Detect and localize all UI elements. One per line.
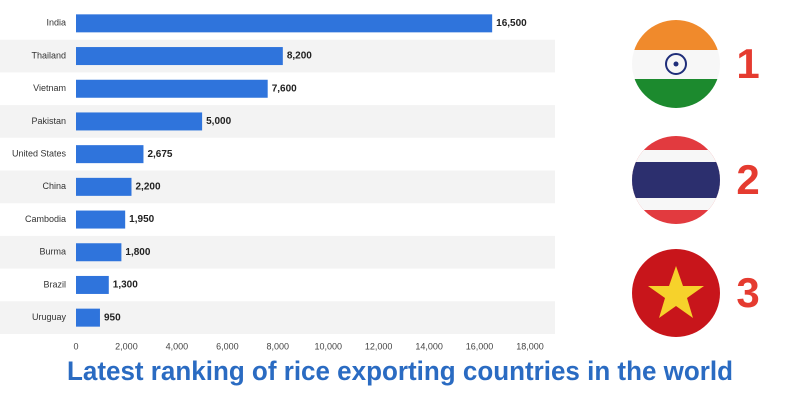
bar bbox=[76, 14, 493, 33]
x-tick-label: 14,000 bbox=[415, 341, 443, 351]
bar bbox=[76, 243, 122, 262]
value-label: 1,800 bbox=[125, 247, 150, 258]
value-label: 8,200 bbox=[287, 51, 312, 62]
y-tick-label: Burma bbox=[39, 247, 66, 257]
bar bbox=[76, 308, 100, 327]
bar bbox=[76, 210, 126, 229]
bar bbox=[76, 79, 268, 98]
y-tick-label: Cambodia bbox=[25, 214, 66, 224]
chart-title: Latest ranking of rice exporting countri… bbox=[67, 356, 733, 386]
flag-india bbox=[632, 20, 720, 108]
bar bbox=[76, 47, 283, 66]
y-tick-label: Vietnam bbox=[33, 83, 66, 93]
y-tick-label: China bbox=[42, 181, 66, 191]
flag-thailand bbox=[632, 136, 720, 224]
flag-vietnam bbox=[632, 249, 720, 337]
y-tick-label: United States bbox=[12, 149, 67, 159]
y-tick-label: Pakistan bbox=[31, 116, 66, 126]
x-tick-label: 4,000 bbox=[166, 341, 189, 351]
value-label: 1,300 bbox=[113, 280, 138, 291]
plot-area: 0 2,000 4,000 6,000 8,000 10,000 12,000 14,000 1… bbox=[12, 14, 544, 351]
y-tick-label: Uruguay bbox=[32, 312, 67, 322]
y-tick-label: Brazil bbox=[43, 279, 66, 289]
x-tick-label: 12,000 bbox=[365, 341, 393, 351]
rank-label: 2 bbox=[736, 156, 759, 203]
y-tick-label: Thailand bbox=[31, 50, 66, 60]
bar bbox=[76, 112, 203, 131]
value-label: 2,200 bbox=[135, 181, 160, 192]
x-tick-label: 2,000 bbox=[115, 341, 138, 351]
bar bbox=[76, 275, 109, 294]
value-label: 5,000 bbox=[206, 116, 231, 127]
value-label: 7,600 bbox=[272, 83, 297, 94]
value-label: 16,500 bbox=[496, 18, 527, 29]
bar bbox=[76, 177, 132, 196]
rank-label: 1 bbox=[736, 40, 759, 87]
x-tick-label: 16,000 bbox=[466, 341, 494, 351]
bar bbox=[76, 145, 144, 164]
x-tick-label: 8,000 bbox=[267, 341, 290, 351]
value-label: 950 bbox=[104, 312, 121, 323]
value-label: 1,950 bbox=[129, 214, 154, 225]
value-label: 2,675 bbox=[147, 149, 172, 160]
rank-label: 3 bbox=[736, 269, 759, 316]
x-tick-label: 6,000 bbox=[216, 341, 239, 351]
y-tick-label: India bbox=[46, 18, 66, 28]
x-tick-label: 18,000 bbox=[516, 341, 544, 351]
x-tick-label: 0 bbox=[73, 341, 78, 351]
x-tick-label: 10,000 bbox=[314, 341, 342, 351]
